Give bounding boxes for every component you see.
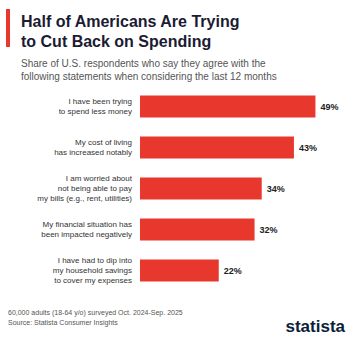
svg-text:I am worried about: I am worried about — [66, 174, 133, 183]
svg-text:to spend less money: to spend less money — [59, 107, 132, 116]
svg-text:has increased notably: has increased notably — [54, 148, 132, 157]
svg-text:My cost of living: My cost of living — [75, 138, 132, 147]
svg-text:to Cut Back on Spending: to Cut Back on Spending — [21, 33, 211, 50]
svg-text:statista: statista — [285, 317, 345, 336]
svg-text:following statements when cons: following statements when considering th… — [21, 71, 277, 82]
svg-text:my household savings: my household savings — [53, 266, 132, 275]
svg-text:32%: 32% — [260, 225, 278, 235]
svg-text:34%: 34% — [267, 184, 285, 194]
svg-text:my bills (e.g., rent, utilitie: my bills (e.g., rent, utilities) — [37, 194, 132, 203]
svg-text:My financial situation has: My financial situation has — [43, 220, 132, 229]
svg-text:22%: 22% — [224, 266, 242, 276]
svg-text:not being able to pay: not being able to pay — [58, 184, 132, 193]
svg-text:I have been trying: I have been trying — [68, 97, 132, 106]
svg-text:43%: 43% — [299, 143, 317, 153]
svg-text:Share of U.S. respondents who: Share of U.S. respondents who say they a… — [21, 58, 266, 69]
svg-text:Source: Statista Consumer Insi: Source: Statista Consumer Insights — [8, 319, 118, 327]
svg-text:been impacted negatively: been impacted negatively — [41, 230, 132, 239]
svg-text:49%: 49% — [320, 102, 338, 112]
svg-text:Half of Americans Are Trying: Half of Americans Are Trying — [21, 13, 239, 30]
svg-text:to cover my expenses: to cover my expenses — [54, 276, 132, 285]
svg-text:I have had to dip into: I have had to dip into — [58, 256, 133, 265]
svg-text:60,000 adults (18-64 y/o) surv: 60,000 adults (18-64 y/o) surveyed Oct. … — [8, 309, 183, 317]
